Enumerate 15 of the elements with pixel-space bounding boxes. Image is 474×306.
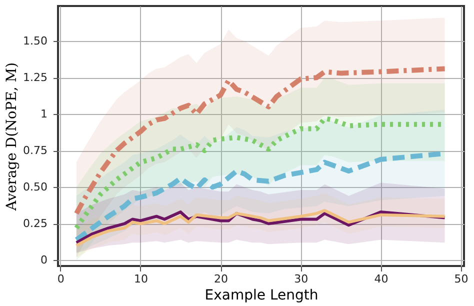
y-tick-label: 0.25 [23,217,48,230]
y-tick-label: 0.75 [23,144,48,158]
y-axis-title: Average D(NoPE, M) [4,62,20,212]
x-tick-label: 30 [294,272,308,286]
x-tick-label: 10 [134,272,148,286]
x-axis-title: Example Length [204,288,318,304]
x-tick-label: 0 [57,272,64,286]
x-tick-label: 20 [214,272,228,286]
y-tick-label: 1.50 [23,34,48,48]
y-tick-label: 1.25 [23,71,48,84]
y-tick-label: 0 [40,254,48,267]
x-tick-label: 40 [374,272,388,286]
x-tick-label: 50 [454,272,468,286]
y-tick-label: 0.50 [23,180,48,194]
y-tick-label: 1 [40,108,48,121]
